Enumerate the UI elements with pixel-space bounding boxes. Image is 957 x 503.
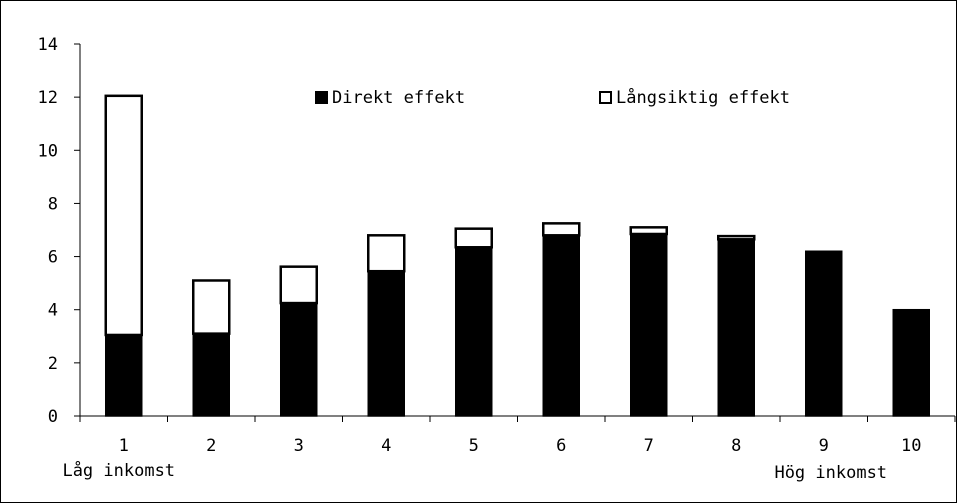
x-tick-label: 1 [119,436,129,456]
y-tick-label: 10 [38,141,58,161]
legend: Direkt effekt Långsiktig effekt [315,87,790,108]
bar-direkt-effekt [280,302,318,417]
x-tick-label: 3 [294,436,304,456]
bar-direkt-effekt [105,334,143,417]
bar-direkt-effekt [805,250,843,417]
y-tick-label: 8 [48,194,58,214]
y-tick-label: 0 [48,407,58,427]
bar-langsiktig-effekt [104,94,143,337]
y-tick-label: 2 [48,354,58,374]
x-tick-label: 6 [556,436,566,456]
x-annotation-high: Hög inkomst [774,463,887,483]
x-tick-label: 8 [731,436,741,456]
bar-langsiktig-effekt [192,279,231,335]
bar-direkt-effekt [717,238,755,417]
bars [104,94,930,417]
x-tick-label: 7 [644,436,654,456]
bar-langsiktig-effekt [279,265,318,305]
bar-langsiktig-effekt [629,226,668,236]
bar-langsiktig-effekt [454,227,493,249]
bar-direkt-effekt [542,234,580,417]
x-tick-label: 5 [469,436,479,456]
legend-label: Direkt effekt [332,88,465,108]
x-annotation-low: Låg inkomst [62,460,175,481]
x-tick-label: 2 [206,436,216,456]
bar-langsiktig-effekt [367,234,406,273]
y-ticks: 0 2 4 6 8 10 12 14 [38,35,80,427]
x-tick-label: 4 [381,436,391,456]
bar-direkt-effekt [367,270,405,417]
legend-swatch [315,91,328,104]
y-tick-label: 14 [38,35,58,55]
legend-label: Långsiktig effekt [616,87,790,108]
y-tick-label: 12 [38,88,58,108]
bar-langsiktig-effekt [717,234,756,241]
x-ticks: 1 2 3 4 5 6 7 8 9 10 [79,416,956,456]
bar-direkt-effekt [455,246,493,417]
legend-swatch [599,91,612,104]
bar-direkt-effekt [630,233,668,417]
x-tick-label: 9 [819,436,829,456]
y-tick-label: 4 [48,301,58,321]
y-tick-label: 6 [48,248,58,268]
x-tick-label: 10 [901,436,921,456]
bar-langsiktig-effekt [542,222,581,237]
bar-direkt-effekt [192,332,230,417]
bar-direkt-effekt [892,308,930,417]
